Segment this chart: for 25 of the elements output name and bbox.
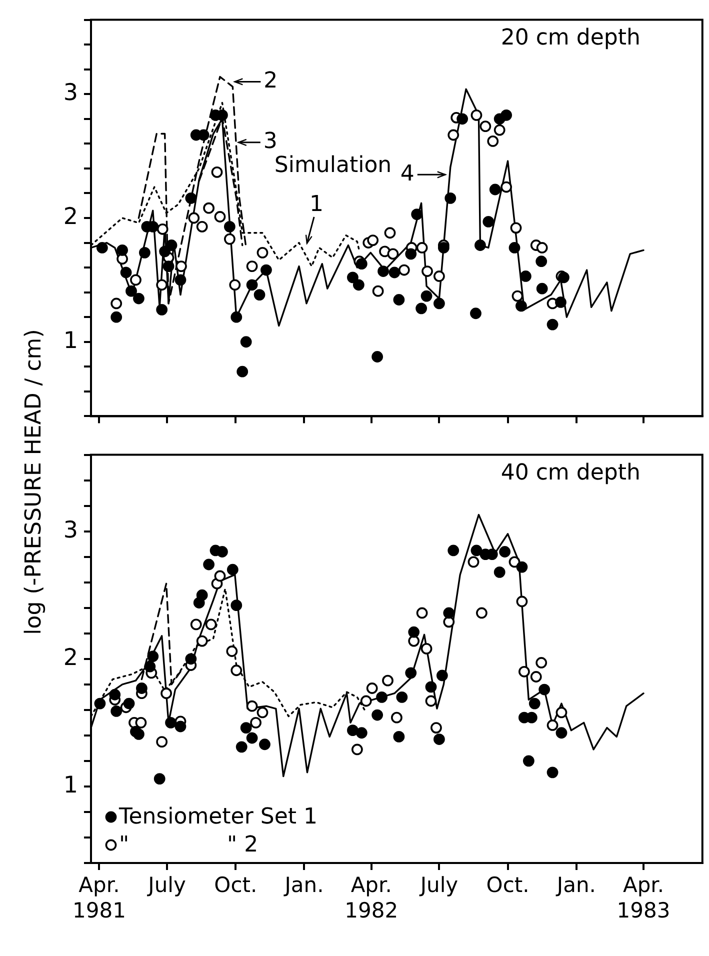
x-tick-label: Apr. 1983 [616,873,670,922]
y-axis-title: log (-PRESSURE HEAD / cm) [22,329,46,635]
y-tick-label: 1 [63,772,78,798]
annotation: 3 [263,129,278,154]
x-tick-label: July [146,873,186,898]
x-tick-label: Jan. [282,873,324,898]
y-tick-label: 2 [63,644,78,671]
x-tick-label: Apr. 1982 [344,873,398,922]
x-tick-label: Oct. [214,873,258,898]
y-tick-label: 3 [63,80,78,106]
x-tick-label: Jan. [554,873,596,898]
annotation: Simulation [274,153,392,178]
annotation: 1 [309,192,324,217]
annotation: 4 [400,161,414,186]
y-tick-label: 2 [63,204,78,230]
chart-title: 20 cm depth [500,26,640,51]
x-tick-label: Apr. 1981 [72,873,126,922]
legend-label: " " 2 [119,832,258,858]
chart-title: 40 cm depth [500,460,640,486]
x-tick-label: July [418,873,458,898]
y-tick-label: 3 [63,517,78,544]
legend-label: Tensiometer Set 1 [118,804,318,830]
annotation: 2 [264,68,278,94]
x-tick-label: Oct. [486,873,530,898]
y-tick-label: 1 [63,328,78,354]
